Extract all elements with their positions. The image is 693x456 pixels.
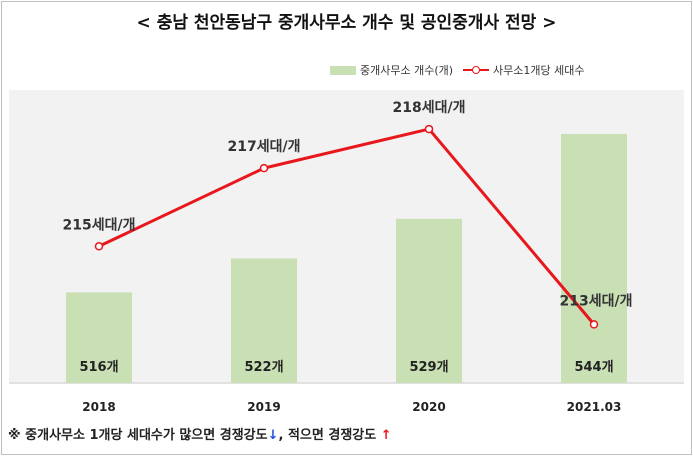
line-point-2018 bbox=[94, 242, 104, 251]
line-label-2021.03: 213세대/개 bbox=[560, 293, 633, 309]
line-label-2019: 217세대/개 bbox=[228, 139, 301, 155]
chart-title: < 충남 천안동남구 중개사무소 개수 및 공인중개사 전망 > bbox=[136, 13, 557, 33]
legend-line-swatch bbox=[463, 65, 490, 75]
arrow-up-icon: ↑ bbox=[380, 428, 392, 443]
legend-line-label: 사무소1개당 세대수 bbox=[493, 64, 585, 77]
legend-bar-label: 중개사무소 개수(개) bbox=[360, 64, 454, 77]
x-tick-label-2021.03: 2021.03 bbox=[567, 400, 622, 414]
footnote-text-2: , 적으면 경쟁강도 bbox=[278, 428, 381, 443]
bar-label-2019: 522개 bbox=[244, 360, 283, 375]
x-tick-label-2019: 2019 bbox=[247, 400, 280, 414]
legend-item-bars: 중개사무소 개수(개) bbox=[330, 62, 453, 78]
bar-2020 bbox=[396, 218, 462, 383]
footnote-text-1: ※ 중개사무소 1개당 세대수가 많으면 경쟁강도 bbox=[8, 428, 268, 443]
line-label-2018: 215세대/개 bbox=[63, 217, 136, 233]
line-point-2019 bbox=[259, 163, 269, 173]
legend-item-line: 사무소1개당 세대수 bbox=[463, 62, 585, 78]
bar-2021.03 bbox=[561, 133, 627, 383]
legend-bar-swatch bbox=[330, 65, 356, 75]
line-point-2021.03 bbox=[589, 320, 599, 329]
bar-label-2021.03: 544개 bbox=[574, 360, 613, 375]
bar-label-2020: 529개 bbox=[409, 360, 448, 375]
bar-2019 bbox=[231, 258, 297, 383]
x-tick-label-2018: 2018 bbox=[82, 400, 115, 414]
arrow-down-icon: ↓ bbox=[267, 428, 279, 443]
chart-legend: 중개사무소 개수(개) 사무소1개당 세대수 bbox=[330, 62, 585, 78]
bar-label-2018: 516개 bbox=[79, 360, 118, 375]
line-point-2020 bbox=[424, 124, 434, 134]
footnote: ※ 중개사무소 1개당 세대수가 많으면 경쟁강도↓, 적으면 경쟁강도 ↑ bbox=[8, 424, 392, 443]
x-tick-label-2020: 2020 bbox=[412, 400, 445, 414]
line-label-2020: 218세대/개 bbox=[393, 100, 466, 116]
line-series-path bbox=[98, 127, 596, 326]
bar-2018 bbox=[66, 292, 132, 383]
